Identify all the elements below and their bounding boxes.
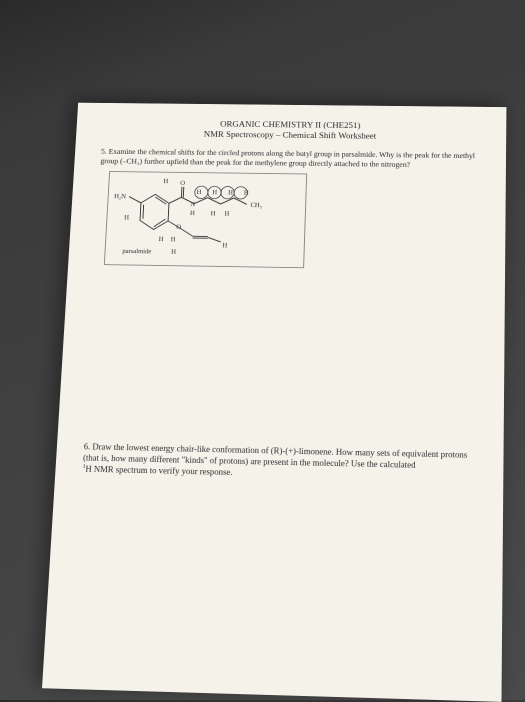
label-name: parsalmide (122, 247, 151, 255)
label-H-tail: H (171, 248, 176, 255)
label-H-row: H H H H (196, 189, 253, 197)
worksheet-page: ORGANIC CHEMISTRY II (CHE251) NMR Spectr… (42, 103, 506, 702)
question-5: 5. Examine the chemical shifts for the c… (100, 146, 479, 170)
worksheet-header: ORGANIC CHEMISTRY II (CHE251) NMR Spectr… (102, 118, 480, 144)
label-N: N (190, 201, 195, 208)
label-H-left: H (124, 214, 129, 221)
label-H-mid: H (190, 210, 195, 217)
label-CH3: CH₃ (250, 202, 262, 209)
question-6: 6. Draw the lowest energy chair-like con… (82, 441, 476, 484)
label-H-tail2: H (222, 242, 227, 249)
label-O-top: O (180, 180, 185, 187)
question-5-text: 5. Examine the chemical shifts for the c… (100, 147, 475, 168)
label-HH-bot: H H (159, 236, 179, 243)
question-6-text-b: H NMR spectrum to verify your response. (85, 464, 232, 477)
label-HH-mid: H H (211, 210, 234, 217)
answer-space-q5 (84, 268, 478, 449)
label-H-top: H (163, 178, 168, 185)
label-H2N: H₂N (114, 193, 126, 200)
label-O-bot: O (176, 223, 181, 230)
parsalmide-structure: H O H H H H H₂N N CH₃ H H H H O H H pars… (104, 171, 307, 268)
